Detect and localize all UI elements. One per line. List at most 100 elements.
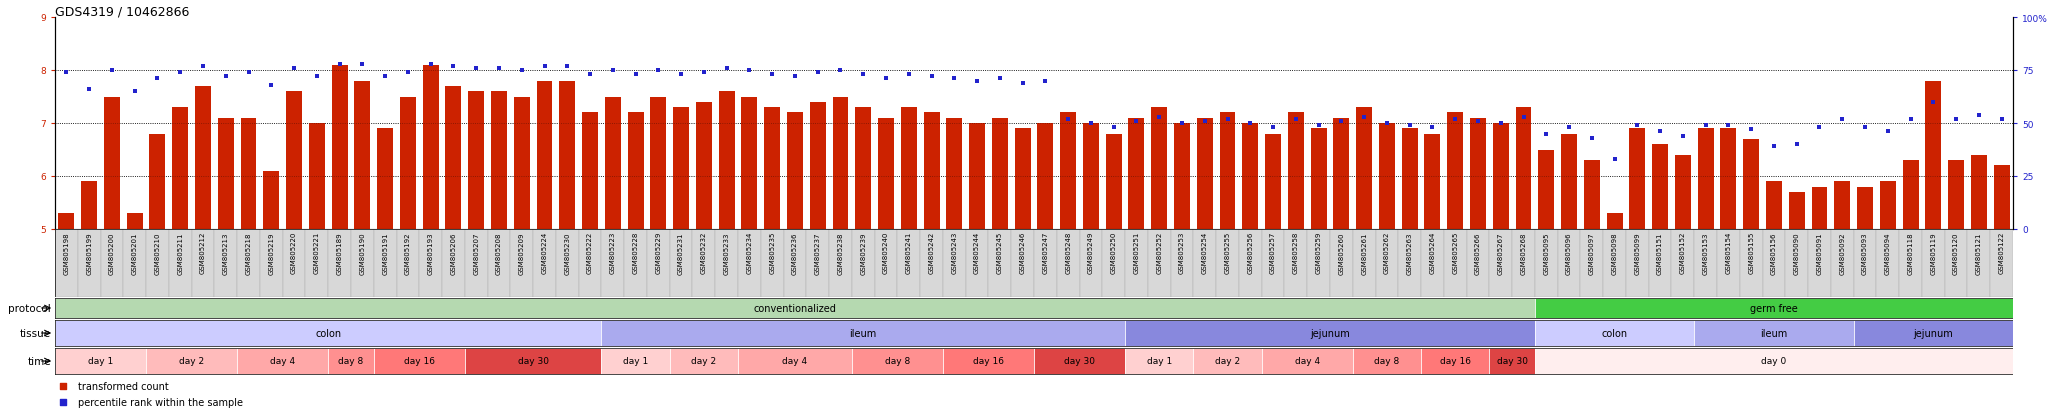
Bar	[1421, 348, 1489, 374]
Text: GSM805233: GSM805233	[723, 231, 729, 274]
Bar	[989, 230, 1012, 297]
Bar	[1284, 230, 1307, 297]
Point	[1370, 121, 1403, 127]
Bar	[1516, 108, 1532, 230]
Point	[96, 67, 129, 74]
Bar	[946, 119, 963, 230]
Bar	[1307, 230, 1329, 297]
Point	[915, 74, 948, 81]
Text: day 30: day 30	[518, 357, 549, 366]
Bar	[55, 320, 602, 346]
Text: GSM805208: GSM805208	[496, 231, 502, 274]
Bar	[760, 230, 784, 297]
Point	[778, 74, 811, 81]
Text: GSM805235: GSM805235	[770, 231, 776, 274]
Text: GDS4319 / 10462866: GDS4319 / 10462866	[55, 5, 188, 18]
Bar	[692, 230, 715, 297]
Text: day 0: day 0	[1761, 357, 1786, 366]
Bar	[305, 230, 328, 297]
Bar	[696, 102, 713, 230]
Text: GSM805265: GSM805265	[1452, 231, 1458, 274]
Point	[641, 67, 674, 74]
Point	[1894, 116, 1927, 123]
Bar	[1583, 161, 1599, 230]
Bar	[238, 230, 260, 297]
Bar	[1354, 348, 1421, 374]
Bar	[1038, 124, 1053, 230]
Text: GSM805257: GSM805257	[1270, 231, 1276, 274]
Bar	[1012, 230, 1034, 297]
Bar	[1786, 230, 1808, 297]
Text: germ free: germ free	[1751, 303, 1798, 313]
Point	[1712, 123, 1745, 129]
Bar	[1653, 145, 1667, 230]
Bar	[967, 230, 989, 297]
Bar	[1788, 192, 1804, 230]
Bar	[1921, 230, 1946, 297]
Text: GSM805261: GSM805261	[1362, 231, 1368, 274]
Bar	[287, 92, 301, 230]
Bar	[1194, 348, 1262, 374]
Bar	[879, 119, 895, 230]
Bar	[1194, 230, 1217, 297]
Bar	[1946, 230, 1968, 297]
Text: day 30: day 30	[1497, 357, 1528, 366]
Bar	[807, 230, 829, 297]
Text: GSM805198: GSM805198	[63, 231, 70, 274]
Point	[983, 76, 1016, 83]
Bar	[1561, 134, 1577, 230]
Bar	[674, 108, 688, 230]
Text: GSM805218: GSM805218	[246, 231, 252, 274]
Point	[1985, 116, 2017, 123]
Bar	[1853, 230, 1876, 297]
Text: GSM805121: GSM805121	[1976, 231, 1982, 274]
Bar	[1853, 320, 2013, 346]
Bar	[942, 230, 967, 297]
Bar	[1606, 214, 1622, 230]
Bar	[55, 230, 78, 297]
Bar	[399, 97, 416, 230]
Bar	[559, 81, 575, 230]
Text: GSM805220: GSM805220	[291, 231, 297, 274]
Text: transformed count: transformed count	[78, 381, 168, 391]
Point	[1006, 80, 1038, 87]
Bar	[1581, 230, 1604, 297]
Bar	[786, 113, 803, 230]
Bar	[1421, 230, 1444, 297]
Bar	[1489, 230, 1511, 297]
Point	[1233, 121, 1266, 127]
Text: GSM805230: GSM805230	[565, 231, 569, 274]
Bar	[991, 119, 1008, 230]
Bar	[309, 124, 326, 230]
Bar	[1266, 134, 1282, 230]
Bar	[1444, 230, 1466, 297]
Bar	[1174, 124, 1190, 230]
Bar	[670, 348, 737, 374]
Bar	[1217, 230, 1239, 297]
Text: GSM805251: GSM805251	[1133, 231, 1139, 274]
Bar	[1470, 119, 1487, 230]
Bar	[1288, 113, 1305, 230]
Point	[756, 72, 788, 78]
Text: GSM805155: GSM805155	[1749, 231, 1755, 274]
Point	[74, 87, 106, 93]
Text: GSM805254: GSM805254	[1202, 231, 1208, 274]
Text: GSM805190: GSM805190	[358, 231, 365, 274]
Bar	[465, 230, 487, 297]
Bar	[1534, 230, 1559, 297]
Bar	[1630, 129, 1645, 230]
Bar	[627, 113, 643, 230]
Bar	[1014, 129, 1030, 230]
Bar	[555, 230, 580, 297]
Bar	[1106, 134, 1122, 230]
Bar	[373, 230, 397, 297]
Text: GSM805229: GSM805229	[655, 231, 662, 274]
Bar	[924, 113, 940, 230]
Bar	[602, 230, 625, 297]
Text: ileum: ileum	[1761, 328, 1788, 338]
Bar	[856, 108, 870, 230]
Text: jejunum: jejunum	[1311, 328, 1350, 338]
Point	[1393, 123, 1425, 129]
Text: GSM805242: GSM805242	[928, 231, 934, 274]
Bar	[150, 134, 166, 230]
